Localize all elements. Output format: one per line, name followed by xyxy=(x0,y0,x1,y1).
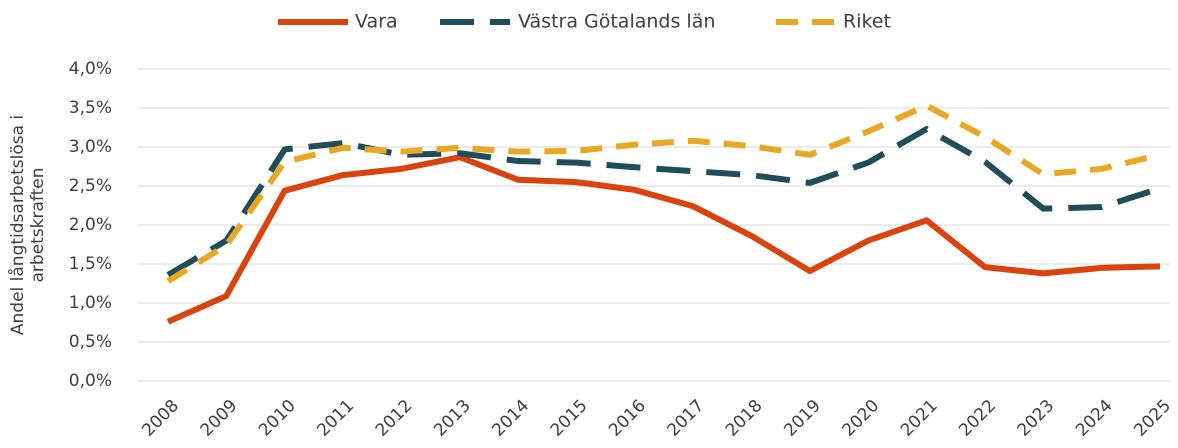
x-tick-label: 2016 xyxy=(605,396,650,441)
y-axis-label-line: Andel långtidsarbetslösa i xyxy=(7,115,28,335)
x-tick-label: 2023 xyxy=(1014,396,1059,441)
x-tick: 2008 xyxy=(138,396,183,441)
y-axis-label-line: arbetskraften xyxy=(28,167,48,282)
x-tick-label: 2018 xyxy=(722,396,767,441)
x-tick: 2024 xyxy=(1072,396,1117,441)
x-tick-label: 2020 xyxy=(839,396,884,441)
x-tick-label: 2014 xyxy=(488,396,533,441)
y-tick-label: 2,5% xyxy=(69,176,112,196)
y-tick-label: 4,0% xyxy=(69,59,112,79)
x-tick: 2018 xyxy=(722,396,767,441)
x-tick-label: 2010 xyxy=(255,396,300,441)
x-tick: 2017 xyxy=(664,396,709,441)
x-tick: 2009 xyxy=(197,396,242,441)
y-tick-label: 1,5% xyxy=(69,254,112,274)
y-axis-label: Andel långtidsarbetslösa i arbetskraften xyxy=(7,115,48,335)
x-tick-label: 2022 xyxy=(955,396,1000,441)
x-tick: 2013 xyxy=(430,396,475,441)
legend-text: Riket xyxy=(843,11,891,33)
x-tick-label: 2008 xyxy=(138,396,183,441)
x-tick-label: 2025 xyxy=(1130,396,1175,441)
x-tick-label: 2021 xyxy=(897,396,942,441)
y-tick-label: 1,0% xyxy=(69,293,112,313)
x-tick: 2011 xyxy=(313,396,358,441)
x-tick-label: 2024 xyxy=(1072,396,1117,441)
x-tick: 2014 xyxy=(488,396,533,441)
x-tick: 2010 xyxy=(255,396,300,441)
y-tick-label: 3,0% xyxy=(69,137,112,157)
x-tick: 2025 xyxy=(1130,396,1175,441)
x-tick: 2022 xyxy=(955,396,1000,441)
y-tick-label: 0,5% xyxy=(69,332,112,352)
x-tick-label: 2015 xyxy=(547,396,592,441)
x-tick-label: 2013 xyxy=(430,396,475,441)
series-line xyxy=(166,126,1161,278)
x-tick-label: 2019 xyxy=(780,396,825,441)
x-tick: 2015 xyxy=(547,396,592,441)
series-line xyxy=(166,102,1161,284)
x-tick: 2016 xyxy=(605,396,650,441)
series-line xyxy=(166,154,1161,325)
legend-text: Västra Götalands län xyxy=(518,11,715,33)
y-tick-label: 3,5% xyxy=(69,98,112,118)
legend-text: Vara xyxy=(355,11,398,33)
y-tick-label: 2,0% xyxy=(69,215,112,235)
x-tick-label: 2012 xyxy=(372,396,417,441)
x-tick-label: 2011 xyxy=(313,396,358,441)
x-tick-label: 2017 xyxy=(664,396,709,441)
x-tick: 2021 xyxy=(897,396,942,441)
x-tick: 2019 xyxy=(780,396,825,441)
x-tick-label: 2009 xyxy=(197,396,242,441)
x-tick: 2020 xyxy=(839,396,884,441)
x-tick: 2023 xyxy=(1014,396,1059,441)
x-tick: 2012 xyxy=(372,396,417,441)
y-tick-label: 0,0% xyxy=(69,371,112,391)
